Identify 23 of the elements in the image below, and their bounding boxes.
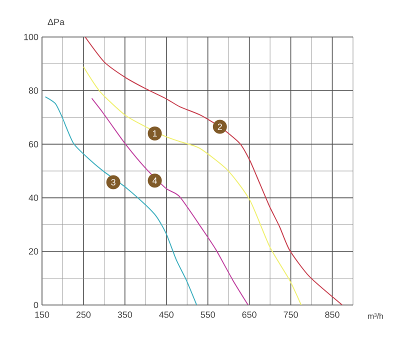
x-tick-label: 850	[325, 312, 340, 318]
x-tick-label: 650	[242, 312, 256, 318]
y-axis-title: ΔPa	[48, 18, 64, 26]
line-series	[91, 98, 249, 305]
x-tick-label: 550	[200, 312, 215, 318]
x-tick-label: 250	[76, 312, 91, 318]
y-tick-label: 40	[28, 194, 38, 201]
x-tick-label: 750	[284, 312, 298, 318]
y-tick-label: 80	[28, 87, 38, 94]
line-series	[82, 66, 302, 305]
x-tick-label: 350	[118, 312, 132, 318]
x-tick-label: 150	[35, 312, 50, 318]
y-tick-label: 0	[34, 302, 38, 308]
y-tick-label: 20	[28, 248, 38, 255]
line-series	[44, 96, 198, 305]
annotation: 4	[152, 178, 158, 184]
line-series	[84, 36, 343, 305]
annotation: 3	[111, 179, 116, 186]
y-tick-label: 100	[24, 34, 38, 40]
x-tick-label: 450	[159, 312, 174, 318]
annotation: 1	[152, 130, 157, 137]
annotation: 2	[218, 124, 222, 130]
y-tick-label: 60	[28, 141, 38, 148]
